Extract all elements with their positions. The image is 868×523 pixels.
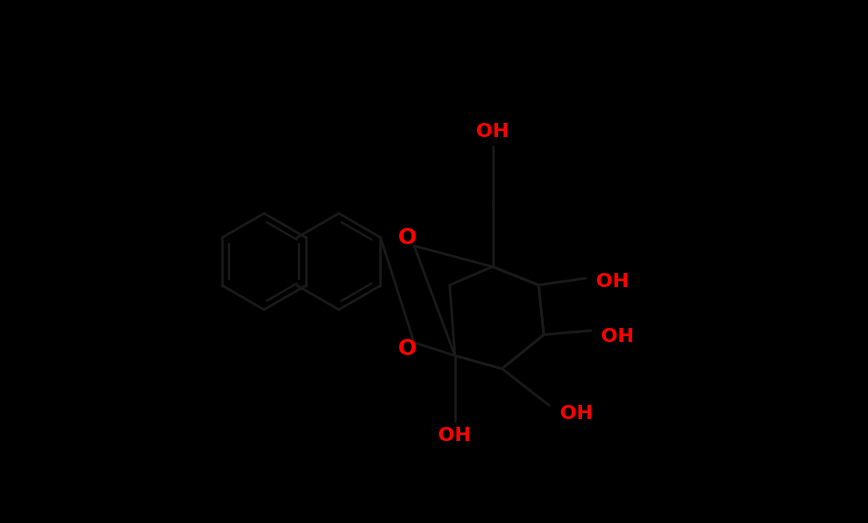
- Text: OH: OH: [560, 404, 592, 423]
- Text: O: O: [398, 339, 418, 359]
- Text: OH: OH: [596, 272, 629, 291]
- Text: OH: OH: [438, 426, 471, 445]
- Text: O: O: [398, 229, 418, 248]
- Text: OH: OH: [477, 122, 509, 141]
- Text: OH: OH: [602, 327, 635, 346]
